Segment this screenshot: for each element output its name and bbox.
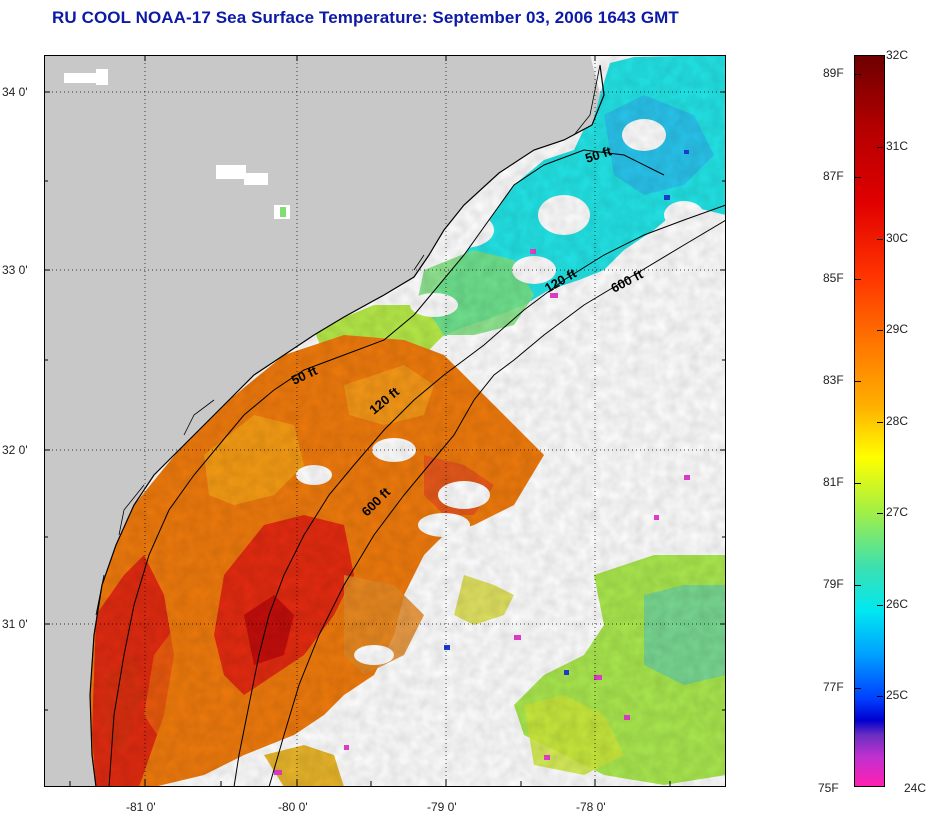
colorbar-tick <box>855 381 861 382</box>
colorbar-label-83f: 83F <box>823 373 844 387</box>
colorbar-label-81f: 81F <box>823 475 844 489</box>
sst-field <box>44 55 726 787</box>
graticule <box>44 55 726 787</box>
sst-map-canvas: 50 ft 120 ft 600 ft 50 ft 120 ft 600 ft <box>44 55 726 787</box>
lon-label-78: -78 0' <box>576 800 606 814</box>
colorbar-label-75f: 75F <box>818 781 839 795</box>
colorbar-label-27c: 27C <box>886 505 909 519</box>
colorbar-tick <box>877 422 883 423</box>
colorbar-label-31c: 31C <box>886 139 909 153</box>
colorbar-tick <box>877 239 883 240</box>
colorbar-tick <box>877 513 883 514</box>
sst-map: 50 ft 120 ft 600 ft 50 ft 120 ft 600 ft <box>44 55 726 787</box>
lat-label-34: 34 0' <box>2 85 28 99</box>
colorbar-tick <box>855 74 861 75</box>
colorbar-tick <box>855 688 861 689</box>
page-title: RU COOL NOAA-17 Sea Surface Temperature:… <box>52 8 679 27</box>
axis-ticks <box>44 55 726 787</box>
colorbar-tick <box>855 279 861 280</box>
colorbar-label-87f: 87F <box>823 169 844 183</box>
colorbar-label-24c: 24C <box>904 781 927 795</box>
contour-50ft <box>108 149 665 787</box>
contour-600ft <box>268 219 726 787</box>
temperature-colorbar <box>854 55 885 787</box>
contour-120ft <box>233 204 726 787</box>
colorbar-label-77f: 77F <box>823 680 844 694</box>
coastline <box>89 64 605 787</box>
colorbar-label-25c: 25C <box>886 688 909 702</box>
lat-label-32: 32 0' <box>2 443 28 457</box>
colorbar-tick <box>855 585 861 586</box>
colorbar-label-89f: 89F <box>823 66 844 80</box>
colorbar-label-30c: 30C <box>886 231 909 245</box>
colorbar-label-85f: 85F <box>823 271 844 285</box>
lon-label-79: -79 0' <box>427 800 457 814</box>
colorbar-label-79f: 79F <box>823 577 844 591</box>
lon-label-80: -80 0' <box>278 800 308 814</box>
colorbar-tick <box>877 147 883 148</box>
lat-label-33: 33 0' <box>2 263 28 277</box>
colorbar-tick <box>877 696 883 697</box>
colorbar-label-26c: 26C <box>886 597 909 611</box>
colorbar-tick <box>855 483 861 484</box>
colorbar-label-28c: 28C <box>886 414 909 428</box>
colorbar-label-32c: 32C <box>886 48 909 62</box>
lat-label-31: 31 0' <box>2 617 28 631</box>
colorbar-tick <box>877 605 883 606</box>
colorbar-tick <box>855 177 861 178</box>
colorbar-tick <box>877 330 883 331</box>
lon-label-81: -81 0' <box>126 800 156 814</box>
colorbar-label-29c: 29C <box>886 322 909 336</box>
